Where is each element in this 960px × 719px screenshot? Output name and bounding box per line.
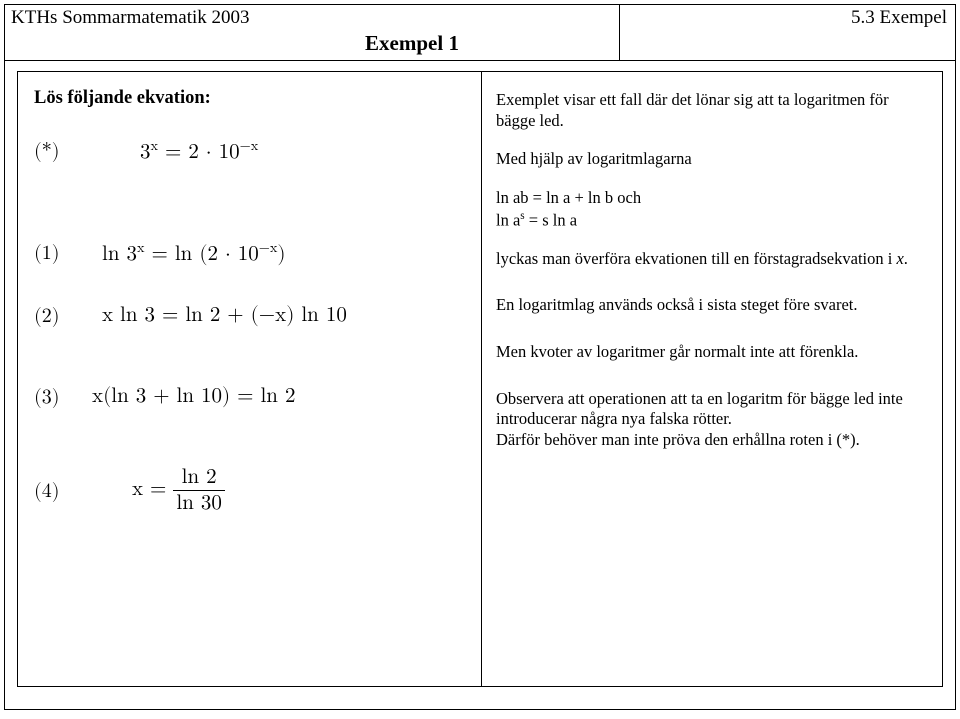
right-column: Exemplet visar ett fall där det lönar si… (482, 72, 942, 686)
para-observe: Observera att operationen att ta en loga… (496, 389, 922, 430)
eq4-prefix: x = (132, 479, 173, 500)
eq4-fraction: ln 2 ln 30 (173, 465, 225, 516)
equation-body-4: x = ln 2 ln 30 (92, 465, 465, 516)
law-1: ln ab = ln a + ln b och (496, 188, 922, 209)
para-laws-intro: Med hjälp av logaritmlagarna (496, 149, 922, 170)
para-last-step: En logaritmlag används också i sista ste… (496, 295, 922, 316)
page-title: Exempel 1 (211, 31, 613, 56)
para-quotients: Men kvoter av logaritmer går normalt int… (496, 342, 922, 363)
equation-2: (2) x ln 3 = ln 2 + (−x) ln 10 (34, 303, 465, 328)
equation-star: (*) 3x = 2 · 10−x (34, 137, 465, 165)
equation-label-4: (4) (34, 479, 92, 503)
content-area: Lös följande ekvation: (*) 3x = 2 · 10−x… (5, 61, 955, 709)
equation-body-2: x ln 3 = ln 2 + (−x) ln 10 (92, 303, 465, 328)
para-transfer: lyckas man överföra ekvationen till en f… (496, 249, 922, 270)
inner-frame: Lös följande ekvation: (*) 3x = 2 · 10−x… (17, 71, 943, 687)
equation-body-1: ln 3x = ln (2 · 10−x) (92, 239, 465, 267)
header-course: KTHs Sommarmatematik 2003 (11, 7, 250, 29)
para-therefore: Därför behöver man inte pröva den erhåll… (496, 430, 922, 451)
header-section: 5.3 Exempel (620, 5, 955, 61)
solve-heading: Lös följande ekvation: (34, 88, 465, 109)
equation-label-2: (2) (34, 304, 92, 328)
eq4-denominator: ln 30 (173, 490, 225, 516)
header-left: KTHs Sommarmatematik 2003 Exempel 1 (5, 5, 620, 61)
equation-label-star: (*) (34, 139, 92, 163)
header-row: KTHs Sommarmatematik 2003 Exempel 1 5.3 … (5, 5, 955, 61)
equation-4: (4) x = ln 2 ln 30 (34, 465, 465, 516)
equation-label-1: (1) (34, 241, 92, 265)
equation-label-3: (3) (34, 385, 92, 409)
para-intro: Exemplet visar ett fall där det lönar si… (496, 90, 922, 131)
law-2: ln as = s ln a (496, 209, 922, 231)
equation-body-3: x(ln 3 + ln 10) = ln 2 (92, 384, 465, 409)
equation-1: (1) ln 3x = ln (2 · 10−x) (34, 239, 465, 267)
left-column: Lös följande ekvation: (*) 3x = 2 · 10−x… (18, 72, 482, 686)
equation-3: (3) x(ln 3 + ln 10) = ln 2 (34, 384, 465, 409)
document-frame: KTHs Sommarmatematik 2003 Exempel 1 5.3 … (4, 4, 956, 710)
eq4-numerator: ln 2 (173, 465, 225, 490)
equation-body-star: 3x = 2 · 10−x (92, 137, 465, 165)
